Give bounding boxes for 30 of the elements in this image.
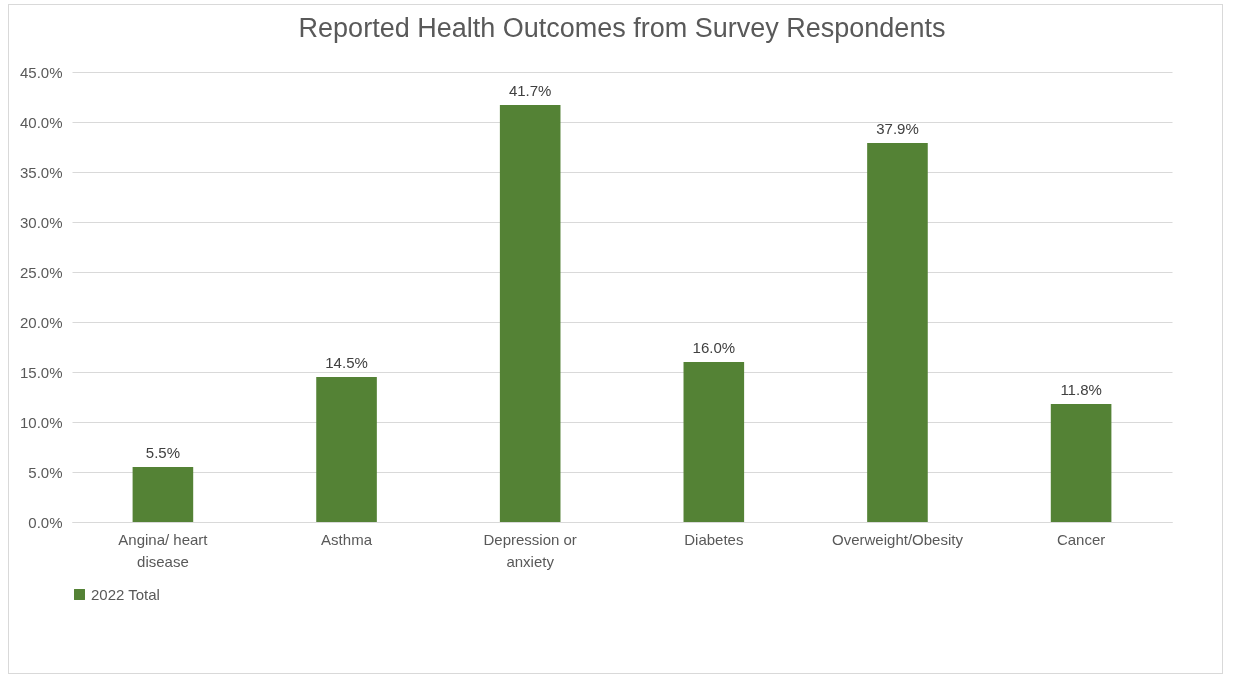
x-tick-label: Cancer — [1056, 530, 1106, 548]
bar — [1050, 404, 1112, 522]
x-tick-label: Asthma — [321, 530, 373, 548]
y-tick-label: 15.0% — [19, 363, 63, 381]
y-tick-label: 0.0% — [28, 513, 63, 531]
y-tick-label: 5.0% — [28, 463, 63, 481]
data-label: 14.5% — [325, 354, 368, 371]
data-label: 5.5% — [145, 444, 180, 461]
y-tick-label: 40.0% — [19, 113, 63, 131]
y-tick-label: 35.0% — [19, 163, 63, 181]
y-tick-label: 25.0% — [19, 263, 63, 281]
legend-label: 2022 Total — [91, 585, 160, 603]
data-label: 11.8% — [1060, 381, 1102, 398]
bar — [499, 105, 561, 522]
chart-title: Reported Health Outcomes from Survey Respondents — [298, 13, 946, 43]
y-tick-label: 30.0% — [19, 213, 63, 231]
x-tick-label: Overweight/Obesity — [832, 530, 964, 548]
data-label: 37.9% — [876, 120, 919, 137]
bar — [867, 143, 928, 522]
bar — [316, 377, 377, 522]
data-label: 41.7% — [508, 82, 552, 99]
y-tick-label: 20.0% — [19, 313, 63, 331]
x-tick-label: Angina/ heart disease — [118, 530, 209, 570]
y-tick-label: 45.0% — [19, 63, 63, 81]
bar — [132, 467, 194, 522]
x-tick-label: Diabetes — [684, 530, 744, 548]
x-tick-label: Depression or anxiety — [483, 530, 577, 570]
bar — [683, 362, 745, 522]
y-tick-label: 10.0% — [19, 413, 63, 431]
data-label: 16.0% — [692, 339, 736, 356]
